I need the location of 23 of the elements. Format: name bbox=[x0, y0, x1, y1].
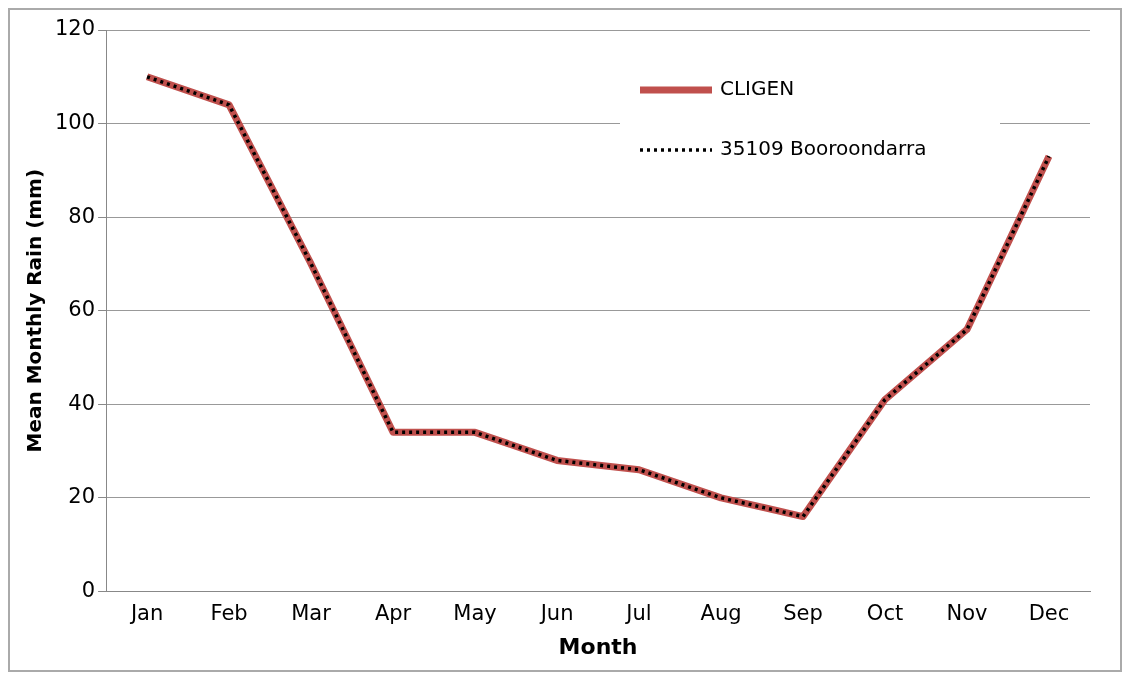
x-axis-title: Month bbox=[558, 633, 638, 659]
x-tick-label: Oct bbox=[866, 601, 904, 626]
x-tick-label: Nov bbox=[946, 601, 988, 626]
x-tick-label: Feb bbox=[210, 601, 248, 626]
x-tick-label: Jul bbox=[624, 601, 652, 626]
x-tick-label: Jan bbox=[128, 601, 164, 626]
y-axis-title: Mean Monthly Rain (mm) bbox=[22, 168, 47, 453]
x-tick-label: Aug bbox=[700, 601, 742, 626]
x-tick-label: May bbox=[453, 601, 497, 626]
x-tick-label: Mar bbox=[291, 601, 332, 626]
y-tick-label: 40 bbox=[68, 390, 96, 415]
y-tick-label: 20 bbox=[68, 484, 96, 509]
y-tick-label: 80 bbox=[68, 203, 96, 228]
legend-label: CLIGEN bbox=[720, 76, 795, 101]
x-tick-label: Apr bbox=[374, 601, 412, 626]
x-tick-label: Sep bbox=[783, 601, 823, 626]
y-tick-label: 120 bbox=[54, 16, 96, 41]
y-tick-label: 60 bbox=[68, 297, 96, 322]
y-tick-label: 100 bbox=[54, 110, 96, 135]
x-tick-label: Jun bbox=[538, 601, 574, 626]
y-tick-label: 0 bbox=[81, 577, 96, 602]
legend-label: 35109 Booroondarra bbox=[720, 136, 927, 161]
x-tick-label: Dec bbox=[1028, 601, 1070, 626]
